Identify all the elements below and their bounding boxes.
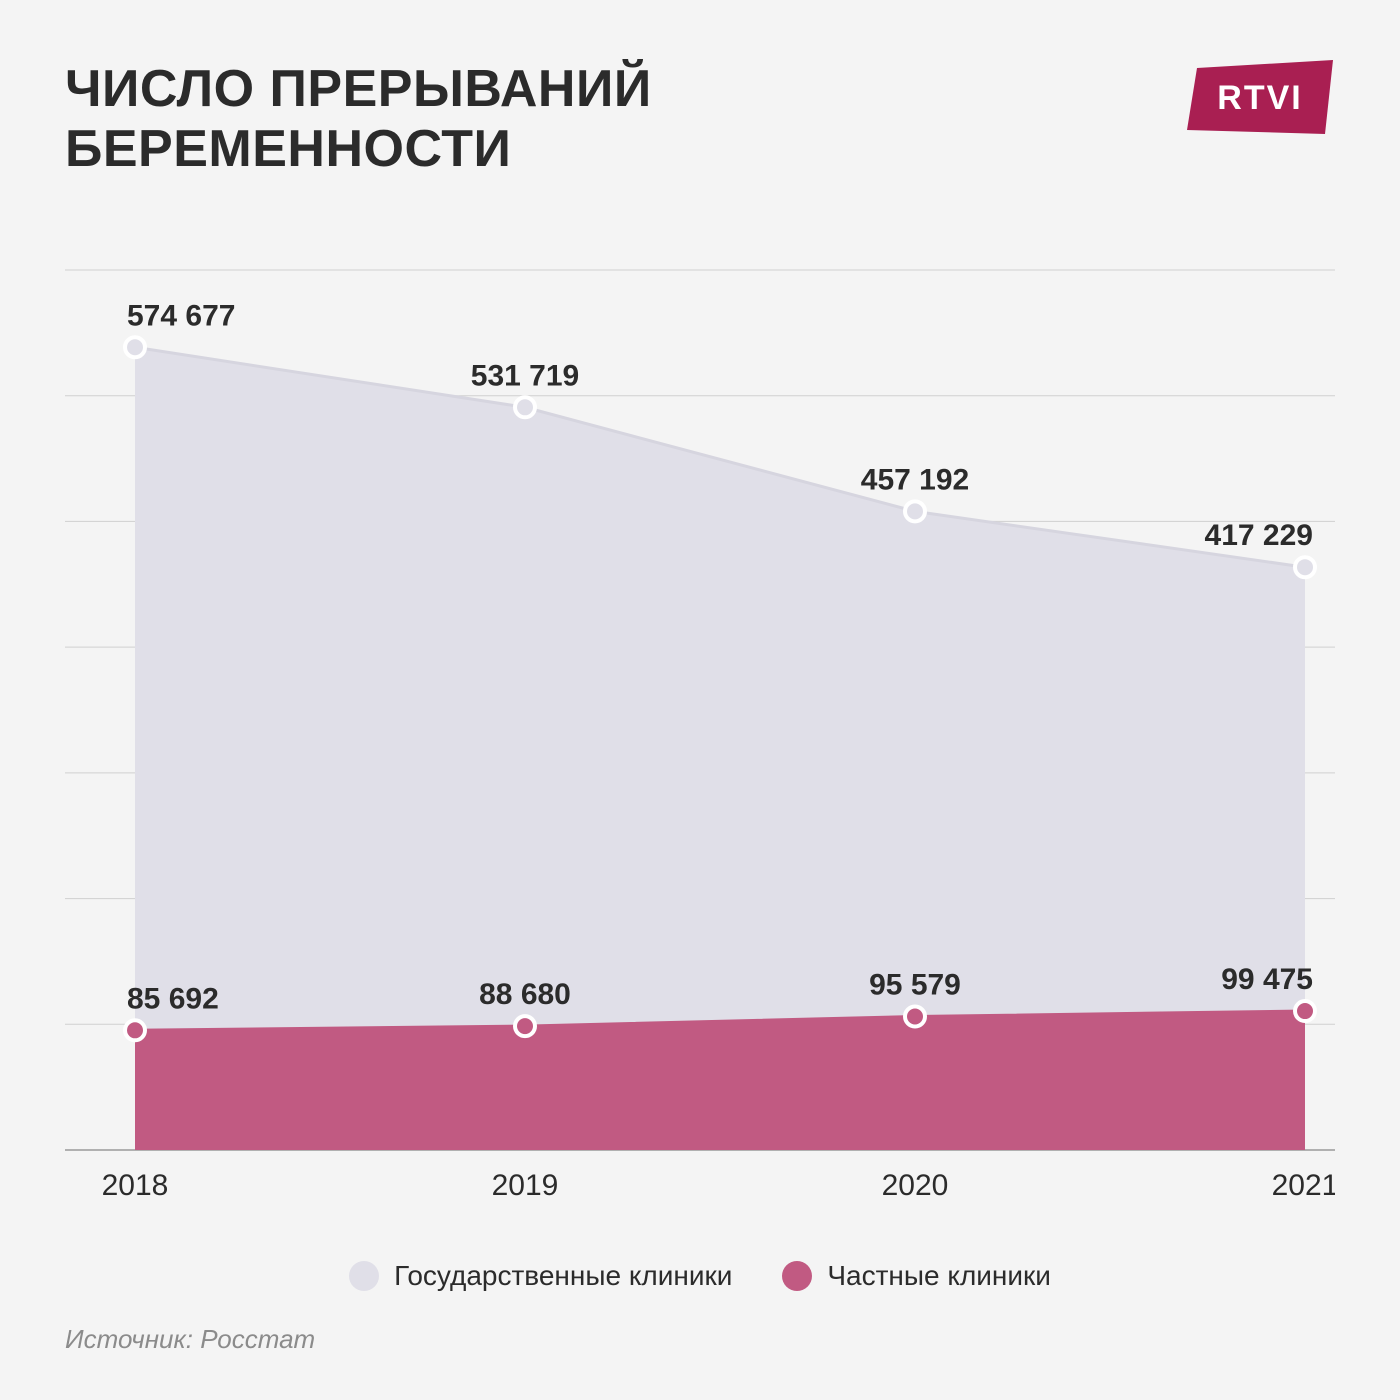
svg-text:RTVI: RTVI <box>1217 79 1302 117</box>
data-label-private: 99 475 <box>1221 963 1313 996</box>
x-axis-label: 2020 <box>882 1169 949 1202</box>
source-text: Источник: Росстат <box>65 1324 315 1355</box>
x-axis-label: 2021 <box>1272 1169 1335 1202</box>
area-chart: 574 677 531 719 457 192 417 229 85 692 88 680… <box>65 250 1335 1220</box>
title-line-2: БЕРЕМЕННОСТИ <box>65 120 511 178</box>
marker-state <box>1295 557 1315 577</box>
legend-item-private: Частные клиники <box>782 1260 1051 1292</box>
marker-private <box>125 1020 145 1040</box>
legend-label: Государственные клиники <box>394 1260 732 1292</box>
data-label-state: 417 229 <box>1205 519 1313 552</box>
marker-private <box>1295 1001 1315 1021</box>
legend-label: Частные клиники <box>827 1260 1051 1292</box>
page-title: ЧИСЛО ПРЕРЫВАНИЙ БЕРЕМЕННОСТИ <box>65 60 652 180</box>
marker-state <box>905 501 925 521</box>
x-axis-label: 2019 <box>492 1169 559 1202</box>
marker-private <box>515 1016 535 1036</box>
x-axis-label: 2018 <box>102 1169 169 1202</box>
marker-state <box>515 397 535 417</box>
marker-private <box>905 1006 925 1026</box>
data-label-state: 574 677 <box>127 299 235 332</box>
area-private <box>135 1011 1305 1150</box>
legend-item-state: Государственные клиники <box>349 1260 732 1292</box>
data-label-state: 457 192 <box>861 463 969 496</box>
legend-dot-icon <box>349 1261 379 1291</box>
data-label-state: 531 719 <box>471 359 579 392</box>
data-label-private: 88 680 <box>479 978 571 1011</box>
chart-legend: Государственные клиники Частные клиники <box>0 1260 1400 1292</box>
rtvi-logo: RTVI <box>1185 60 1335 145</box>
title-line-1: ЧИСЛО ПРЕРЫВАНИЙ <box>65 60 652 118</box>
legend-dot-icon <box>782 1261 812 1291</box>
marker-state <box>125 337 145 357</box>
data-label-private: 85 692 <box>127 982 219 1015</box>
data-label-private: 95 579 <box>869 968 961 1001</box>
